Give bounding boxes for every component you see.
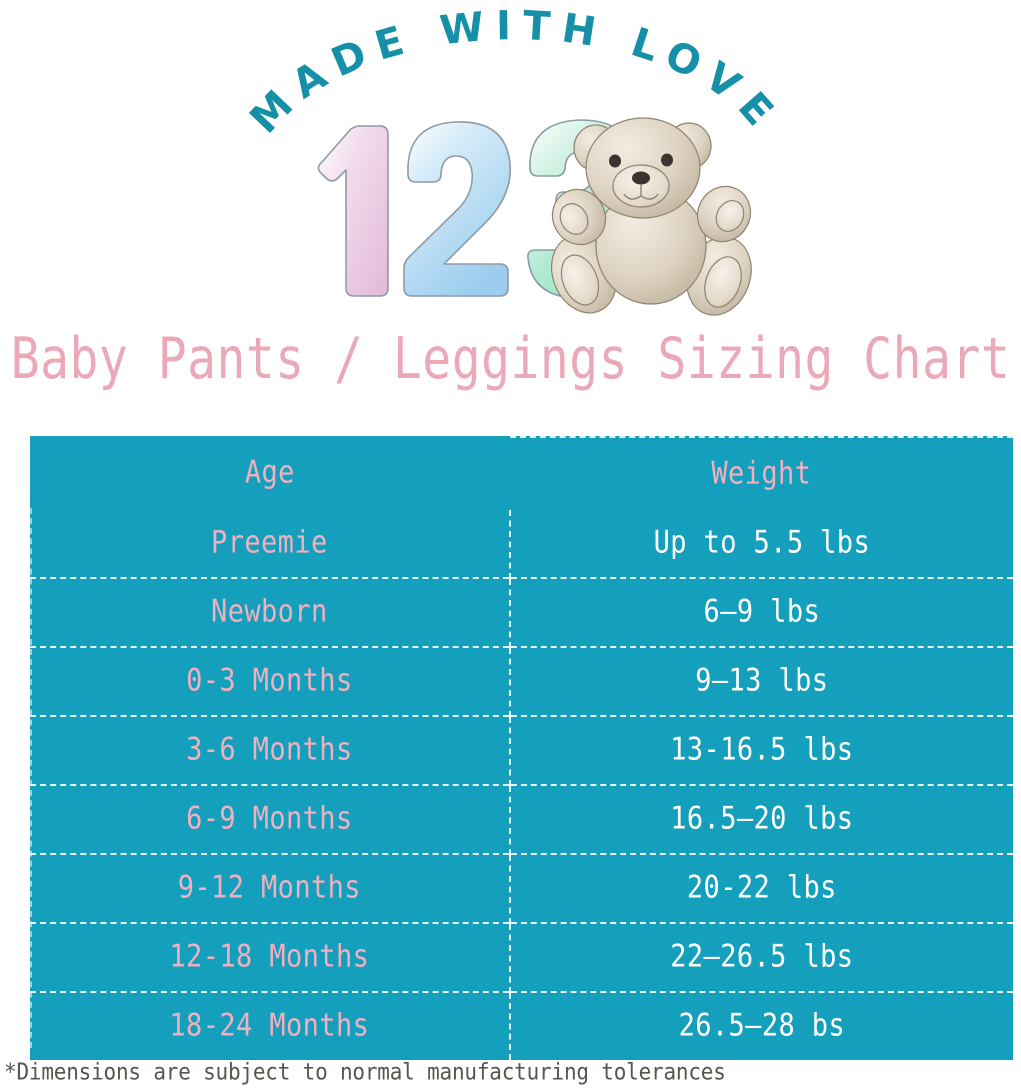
cell-weight: Up to 5.5 lbs: [508, 510, 1013, 578]
column-header-weight: Weight: [509, 436, 1013, 510]
table-row: 18-24 Months 26.5—28 bs: [30, 991, 1013, 1060]
column-header-age: Age: [244, 454, 295, 491]
cell-age: 0-3 Months: [30, 646, 510, 716]
cell-age: 12-18 Months: [30, 922, 510, 992]
table-row: 9-12 Months 20-22 lbs: [30, 853, 1013, 923]
cell-weight: 9—13 lbs: [508, 646, 1013, 716]
table-header-row: Age Weight: [30, 436, 1013, 510]
cell-weight: 20-22 lbs: [508, 853, 1013, 923]
cell-weight: 22—26.5 lbs: [508, 922, 1013, 992]
table-row: 3-6 Months 13-16.5 lbs: [30, 715, 1013, 785]
logo-number-2: [403, 121, 512, 297]
cell-weight: 6—9 lbs: [508, 577, 1013, 647]
footnote-text: *Dimensions are subject to normal manufa…: [4, 1058, 726, 1085]
teddy-bear-icon: [548, 106, 758, 318]
cell-age: Preemie: [211, 524, 328, 561]
table-row: Preemie Up to 5.5 lbs: [30, 510, 1013, 578]
cell-age: 18-24 Months: [30, 991, 510, 1060]
page-title: Baby Pants / Leggings Sizing Chart: [10, 326, 1011, 393]
cell-age: 3-6 Months: [30, 715, 510, 785]
logo-number-1: [317, 125, 389, 297]
cell-age: 9-12 Months: [30, 853, 510, 923]
table-row: 6-9 Months 16.5—20 lbs: [30, 784, 1013, 854]
brand-arc-text: MADE WITH LOVE: [241, 3, 780, 168]
sizing-chart-table: Age Weight Preemie Up to 5.5 lbs Newborn…: [30, 436, 1013, 1060]
cell-age: Newborn: [30, 577, 510, 647]
logo-area: MADE WITH LOVE: [0, 0, 1021, 320]
table-row: 12-18 Months 22—26.5 lbs: [30, 922, 1013, 992]
cell-age: 6-9 Months: [30, 784, 510, 854]
cell-weight: 16.5—20 lbs: [508, 784, 1013, 854]
cell-weight: 13-16.5 lbs: [508, 715, 1013, 785]
table-row: Newborn 6—9 lbs: [30, 577, 1013, 647]
cell-weight: 26.5—28 bs: [508, 991, 1013, 1060]
table-row: 0-3 Months 9—13 lbs: [30, 646, 1013, 716]
